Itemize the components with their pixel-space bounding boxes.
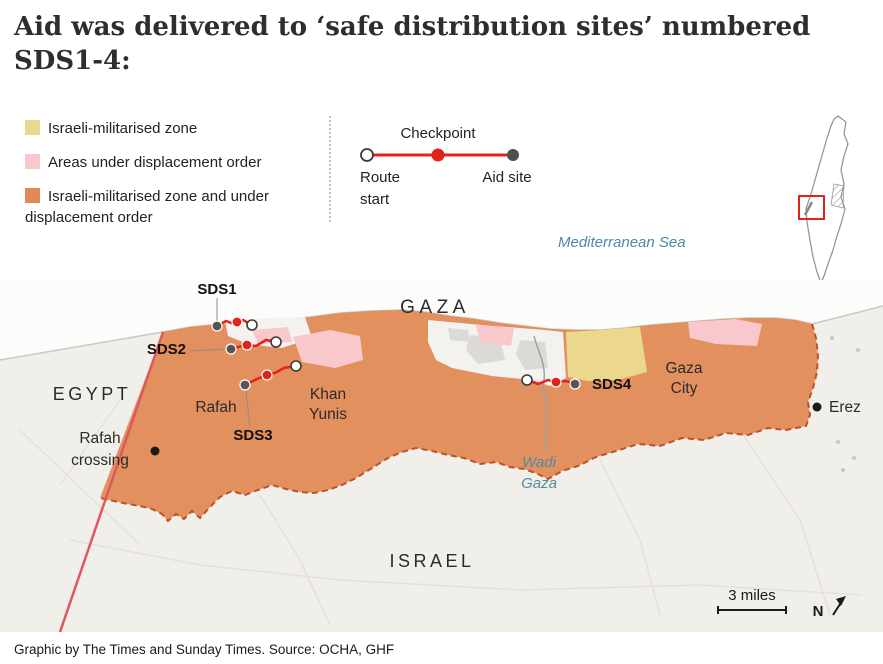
footer-credit: Graphic by The Times and Sunday Times. S…	[14, 642, 395, 657]
wadi-gaza-label-line2: Gaza	[521, 475, 557, 492]
city-label-erez: Erez	[829, 399, 861, 416]
gaza-highlight-box	[798, 195, 825, 220]
legend-label-displacement: Areas under displacement order	[48, 154, 262, 171]
checkpoint-key-label: Checkpoint	[400, 125, 476, 142]
aid-routes	[189, 298, 581, 428]
city-label-khan-yunis-line2: Yunis	[309, 406, 347, 423]
route-start-marker	[360, 148, 374, 162]
legend-item-militarised: Israeli-militarised zone	[25, 118, 337, 139]
north-arrow: N	[813, 596, 846, 620]
sds4-label: SDS4	[592, 376, 632, 393]
city-label-gaza-city-line2: City	[671, 380, 698, 397]
region-label-israel: ISRAEL	[389, 551, 474, 571]
gaza-strip-sliver	[803, 201, 814, 216]
legend-divider	[329, 116, 331, 222]
legend-label-militarised: Israeli-militarised zone	[48, 120, 198, 137]
sds3-connector	[245, 390, 251, 428]
sds3-label: SDS3	[233, 427, 272, 444]
rafah-crossing-label-line1: Rafah	[79, 430, 120, 447]
gaza-map: GAZA EGYPT ISRAEL Rafah Khan Yunis Gaza …	[0, 280, 883, 633]
sds2-route-start	[270, 336, 282, 348]
sds1-aid-site	[211, 320, 223, 332]
wadi-gaza-label-line1: Wadi	[522, 454, 557, 471]
west-bank-hatch	[830, 183, 845, 209]
rafah-crossing-label-line2: crossing	[71, 452, 129, 469]
sds1-route-start	[246, 319, 258, 331]
page-title-line2: SDS1-4:	[14, 46, 131, 77]
zone-displacement-rafah	[252, 327, 292, 344]
scale-bar: 3 miles	[717, 587, 787, 614]
egypt-border-line	[58, 331, 165, 633]
region-label-gaza: GAZA	[400, 297, 470, 318]
both-zones-swatch	[25, 188, 40, 203]
zone-militarised	[566, 327, 647, 381]
displacement-zone-swatch	[25, 154, 40, 169]
page-title: Aid was delivered to ‘safe distribution …	[14, 10, 874, 79]
erez-dot	[812, 402, 822, 412]
sds3-aid-site	[239, 379, 251, 391]
mediterranean-sea	[0, 280, 883, 360]
sds2-label: SDS2	[147, 341, 186, 358]
zone-dashed-border	[99, 323, 820, 523]
sds1-checkpoint	[231, 316, 243, 328]
city-label-gaza-city-line1: Gaza	[665, 360, 702, 377]
rafah-crossing-dot	[150, 446, 160, 456]
sds3-checkpoint	[261, 369, 273, 381]
map-texture	[19, 336, 863, 626]
route-start-key-label-line1: Route	[360, 169, 400, 186]
route-start-key-label-line2: start	[360, 191, 390, 208]
sds2-checkpoint	[241, 339, 253, 351]
checkpoint-marker	[431, 148, 445, 162]
militarised-zone-swatch	[25, 120, 40, 135]
legend-item-displacement: Areas under displacement order	[25, 152, 337, 173]
page-title-line1: Aid was delivered to ‘safe distribution …	[14, 12, 811, 42]
route-key: Checkpoint Route start Aid site	[360, 125, 532, 208]
north-arrow-head	[836, 596, 846, 606]
sds4-checkpoint	[550, 376, 562, 388]
wadi-gaza-line	[533, 335, 548, 451]
zone-displacement-khan-yunis	[293, 330, 363, 368]
north-label: N	[813, 603, 824, 620]
zone-displacement	[252, 319, 762, 368]
sds3-route-start	[290, 360, 302, 372]
scale-label: 3 miles	[728, 587, 776, 604]
sds4-aid-site	[569, 378, 581, 390]
sds4-route-start	[521, 374, 533, 386]
legend: Israeli-militarised zone Areas under dis…	[25, 118, 337, 241]
aid-site-marker	[507, 149, 519, 161]
mediterranean-sea-label: Mediterranean Sea	[558, 234, 686, 251]
sds2-connector	[189, 348, 225, 352]
zone-displacement-gaza-city	[688, 319, 762, 346]
zone-displacement-central	[476, 325, 514, 346]
city-label-khan-yunis-line1: Khan	[310, 386, 346, 403]
city-label-rafah: Rafah	[195, 399, 236, 416]
sds2-aid-site	[225, 343, 237, 355]
aid-site-key-label: Aid site	[482, 169, 531, 186]
legend-label-both: Israeli-militarised zone and under displ…	[25, 188, 269, 226]
israel-inset-map	[798, 115, 849, 285]
israel-outline	[805, 115, 849, 285]
sds1-label: SDS1	[197, 281, 236, 298]
legend-item-both: Israeli-militarised zone and under displ…	[25, 186, 277, 228]
region-label-egypt: EGYPT	[53, 384, 132, 404]
